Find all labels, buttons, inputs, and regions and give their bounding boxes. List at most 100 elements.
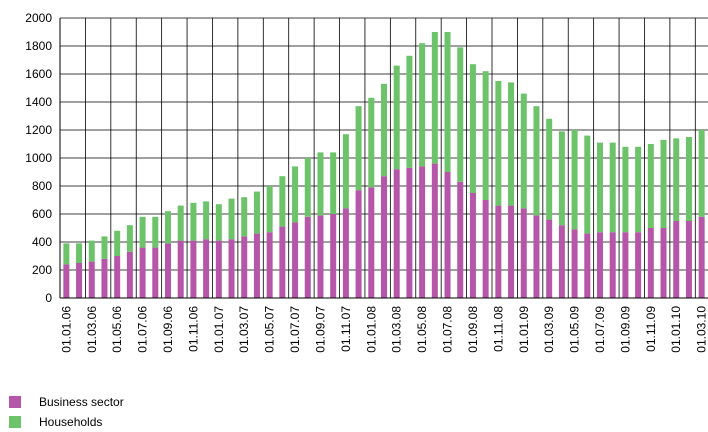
- x-tick-label: 01.01.09: [517, 306, 531, 353]
- bar-business-sector-01.05.07: [266, 232, 273, 298]
- x-tick-label: 01.09.08: [466, 306, 480, 353]
- x-tick-label: 01.01.06: [59, 306, 73, 353]
- legend-item-households: Households: [9, 412, 124, 432]
- bar-business-sector-01.12.06: [203, 239, 210, 298]
- bar-business-sector-01.04.09: [558, 225, 565, 298]
- bar-business-sector-01.03.10: [698, 216, 705, 298]
- y-tick-label: 1800: [25, 39, 52, 53]
- bar-households-01.07.08: [444, 32, 451, 172]
- bar-business-sector-01.06.08: [431, 163, 438, 298]
- bar-households-01.10.07: [330, 152, 337, 214]
- bar-business-sector-01.11.06: [190, 240, 197, 298]
- bar-business-sector-01.05.06: [114, 256, 121, 298]
- bar-business-sector-01.10.08: [482, 200, 489, 298]
- bar-households-01.01.10: [673, 138, 680, 221]
- bar-business-sector-01.10.07: [330, 214, 337, 298]
- bar-business-sector-01.03.09: [546, 219, 553, 298]
- x-tick-label: 01.01.07: [212, 306, 226, 353]
- chart-grid: [60, 17, 708, 299]
- x-tick-label: 01.03.07: [237, 306, 251, 353]
- bar-business-sector-01.09.07: [317, 215, 324, 298]
- bar-households-01.11.08: [495, 81, 502, 206]
- x-tick-label: 01.11.07: [339, 306, 353, 352]
- bar-households-01.01.09: [520, 93, 527, 209]
- bar-households-01.05.09: [571, 130, 578, 230]
- bar-households-01.01.07: [215, 204, 222, 241]
- bar-business-sector-01.09.06: [165, 243, 171, 298]
- bar-business-sector-01.04.06: [101, 258, 108, 298]
- bar-business-sector-01.06.09: [584, 233, 591, 298]
- bar-business-sector-01.08.09: [609, 232, 616, 298]
- x-tick-label: 01.03.10: [695, 306, 708, 353]
- y-tick-label: 1600: [25, 67, 52, 81]
- bar-business-sector-01.07.08: [444, 172, 451, 298]
- legend-swatch-business-sector: [9, 396, 21, 408]
- bar-households-01.07.09: [597, 142, 603, 233]
- bar-business-sector-01.08.08: [457, 181, 464, 298]
- bar-households-01.07.06: [139, 216, 146, 248]
- bar-business-sector-01.02.09: [533, 215, 540, 298]
- x-tick-label: 01.11.09: [644, 306, 658, 352]
- bar-business-sector-01.09.09: [622, 232, 629, 298]
- x-tick-label: 01.07.08: [441, 306, 455, 353]
- bar-households-01.06.09: [584, 135, 591, 234]
- bar-households-01.10.06: [177, 205, 184, 241]
- x-tick-label: 01.11.08: [491, 306, 505, 352]
- bar-business-sector-01.02.08: [381, 176, 387, 298]
- bar-households-01.12.06: [203, 201, 210, 240]
- y-tick-label: 600: [32, 207, 52, 221]
- y-tick-label: 1000: [25, 151, 52, 165]
- bar-households-01.03.07: [241, 197, 248, 237]
- bar-business-sector-01.09.08: [469, 193, 476, 298]
- bar-business-sector-01.06.07: [279, 226, 286, 298]
- bar-business-sector-01.12.09: [660, 228, 667, 298]
- bar-households-01.01.08: [368, 97, 375, 188]
- bar-business-sector-01.01.09: [520, 208, 527, 298]
- y-tick-label: 200: [32, 263, 52, 277]
- bar-households-01.02.07: [228, 198, 235, 240]
- y-tick-label: 2000: [25, 11, 52, 25]
- bar-business-sector-01.03.06: [88, 261, 95, 298]
- bar-households-01.02.08: [381, 83, 387, 177]
- bar-households-01.09.08: [469, 64, 476, 193]
- bar-business-sector-01.02.07: [228, 239, 235, 298]
- bar-business-sector-01.10.06: [177, 240, 184, 298]
- bar-households-01.06.07: [279, 176, 286, 227]
- x-tick-label: 01.01.08: [364, 306, 378, 353]
- bar-business-sector-01.07.06: [139, 247, 146, 298]
- bar-business-sector-01.02.10: [685, 221, 692, 298]
- bar-business-sector-01.12.07: [355, 190, 362, 298]
- bar-households-01.09.06: [165, 211, 171, 244]
- y-tick-label: 1200: [25, 123, 52, 137]
- y-tick-label: 0: [45, 291, 52, 305]
- legend-label-households: Households: [39, 415, 103, 429]
- bar-households-01.02.09: [533, 106, 540, 216]
- x-tick-label: 01.05.06: [110, 306, 124, 353]
- bar-business-sector-01.08.07: [304, 216, 311, 298]
- legend-swatch-households: [9, 416, 21, 428]
- bar-households-01.04.07: [253, 191, 260, 234]
- x-tick-label: 01.05.08: [415, 306, 429, 353]
- bar-households-01.05.08: [419, 43, 426, 167]
- bar-business-sector-01.01.07: [215, 240, 222, 298]
- bar-households-01.10.08: [482, 71, 489, 200]
- x-tick-label: 01.07.07: [288, 306, 302, 353]
- bar-households-01.11.06: [190, 202, 197, 241]
- x-tick-label: 01.11.06: [186, 306, 200, 352]
- x-tick-label: 01.05.07: [263, 306, 277, 353]
- x-tick-label: 01.09.09: [618, 306, 632, 353]
- bar-business-sector-01.06.06: [126, 251, 133, 298]
- bar-households-01.07.07: [292, 166, 299, 223]
- bar-business-sector-01.05.08: [419, 166, 426, 298]
- bar-business-sector-01.05.09: [571, 229, 578, 298]
- y-tick-label: 800: [32, 179, 52, 193]
- bar-households-01.03.08: [393, 65, 400, 170]
- bar-business-sector-01.01.08: [368, 187, 375, 298]
- bar-business-sector-01.03.07: [241, 236, 248, 298]
- bar-business-sector-01.04.07: [253, 233, 260, 298]
- bar-business-sector-01.03.08: [393, 169, 400, 298]
- x-tick-label: 01.09.06: [161, 306, 175, 353]
- bar-business-sector-01.08.06: [152, 247, 159, 298]
- bar-households-01.12.07: [355, 106, 362, 191]
- x-tick-label: 01.03.06: [85, 306, 99, 353]
